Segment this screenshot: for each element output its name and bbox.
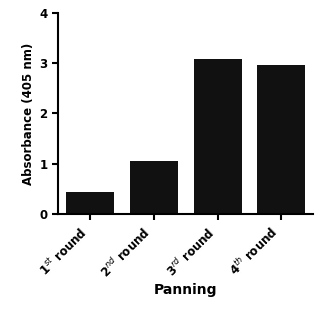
Bar <box>130 161 178 214</box>
Bar <box>194 60 242 214</box>
Bar <box>66 192 114 214</box>
Y-axis label: Absorbance (405 nm): Absorbance (405 nm) <box>22 42 35 185</box>
X-axis label: Panning: Panning <box>154 283 217 297</box>
Bar <box>257 65 305 214</box>
